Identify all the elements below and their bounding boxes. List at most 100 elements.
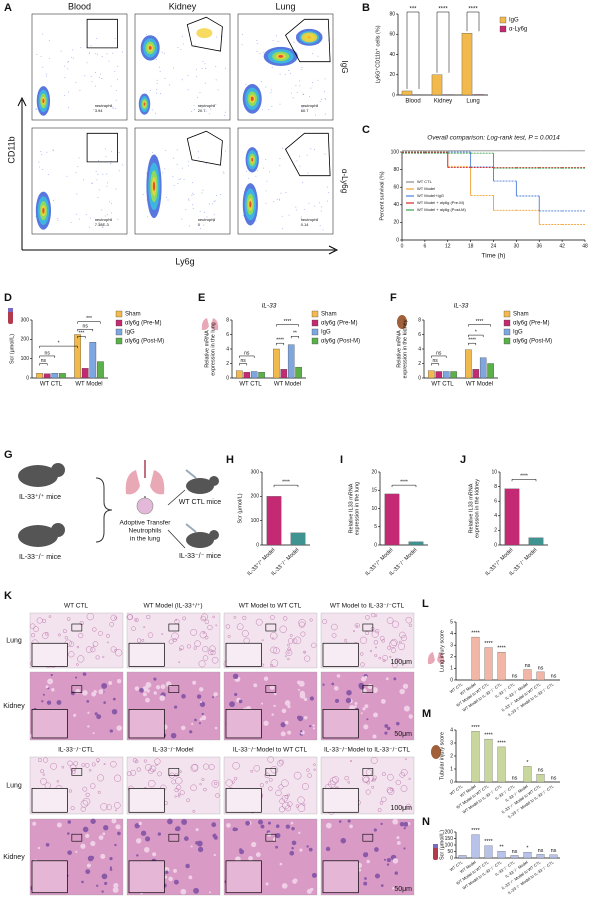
tissue-structure [95, 655, 100, 660]
panel-letter: E [198, 292, 205, 304]
tissue-structure [127, 614, 134, 620]
x-tick-label: Lung [466, 99, 479, 105]
tissue-structure [194, 718, 197, 722]
x-axis-title: Ly6g [175, 256, 194, 266]
event-dot [64, 77, 66, 79]
bar [250, 371, 258, 379]
chart-title: IL-33 [262, 303, 277, 310]
bar [89, 342, 97, 379]
y-tick-label: 60 [393, 185, 399, 191]
event-dot [47, 173, 49, 175]
tissue-structure [396, 836, 400, 840]
legend-swatch [115, 310, 123, 318]
y-tick-label: 4 [418, 346, 421, 352]
tissue-structure [374, 614, 378, 617]
event-dot [272, 39, 274, 41]
tissue-structure [338, 820, 342, 823]
event-dot [38, 161, 40, 163]
event-dot [46, 151, 48, 153]
tissue-structure [115, 809, 117, 812]
y-tick-label: 2 [226, 361, 229, 367]
mouse-icon [18, 525, 58, 547]
significance-label: ns [83, 324, 89, 330]
event-dot [208, 113, 210, 115]
significance-bracket [468, 324, 491, 327]
tissue-structure [45, 685, 49, 689]
y-tick-label: 0 [26, 375, 29, 381]
event-dot [107, 182, 109, 184]
event-dot [104, 148, 106, 150]
tissue-structure [114, 616, 118, 620]
tissue-structure [381, 638, 386, 643]
tissue-structure [112, 887, 119, 893]
tissue-structure [82, 786, 88, 792]
tissue-structure [312, 727, 316, 730]
gated-population [196, 28, 213, 39]
event-dot [205, 111, 207, 113]
tissue-structure [114, 649, 123, 657]
tissue-structure [322, 683, 325, 686]
tissue-structure [202, 655, 209, 661]
inset-box [362, 685, 374, 693]
tissue-structure [358, 868, 362, 872]
event-dot [98, 189, 100, 191]
event-dot [261, 81, 263, 83]
tissue-structure [403, 827, 406, 830]
panel-letter: B [362, 2, 370, 14]
tissue-structure [267, 832, 272, 837]
tissue-structure [199, 717, 203, 721]
tissue-structure [42, 693, 45, 696]
tissue-structure [202, 646, 209, 653]
event-dot [42, 168, 44, 170]
tissue-structure [359, 636, 368, 644]
event-dot [114, 107, 116, 109]
tissue-structure [56, 822, 62, 828]
event-dot [284, 74, 286, 76]
inset-image [128, 860, 165, 894]
event-dot [301, 66, 303, 68]
tissue-structure [102, 832, 106, 836]
tissue-structure [389, 655, 392, 658]
event-dot [154, 112, 156, 114]
event-dot [181, 167, 183, 169]
y-tick-label: 2 [418, 361, 421, 367]
event-dot [276, 199, 278, 201]
tissue-structure [91, 691, 97, 697]
panel-letter: I [340, 454, 343, 466]
tissue-structure [103, 701, 106, 704]
tissue-structure [177, 792, 181, 796]
panel-letter: G [4, 449, 13, 461]
y-axis-label: expression in the kidney [402, 319, 408, 378]
tissue-structure [408, 777, 411, 780]
tissue-structure [333, 685, 339, 691]
gate-name: neutrophil [301, 217, 319, 222]
tissue-structure [68, 651, 75, 658]
tissue-structure [68, 789, 73, 793]
event-dot [187, 165, 189, 167]
cell-dish-icon [136, 497, 154, 515]
event-dot [206, 216, 208, 218]
event-dot [167, 199, 169, 201]
event-dot [306, 154, 308, 156]
event-dot [289, 72, 291, 74]
tissue-structure [289, 850, 295, 856]
panel-letter: A [4, 2, 12, 14]
tissue-structure [135, 619, 138, 622]
y-tick-label: 1 [450, 666, 453, 672]
tissue-structure [313, 768, 316, 771]
tissue-structure [363, 881, 368, 886]
x-tick-label: 30 [514, 243, 520, 249]
significance-label: **** [400, 479, 408, 485]
event-dot [95, 170, 97, 172]
event-dot [191, 192, 193, 194]
density-blob [152, 181, 156, 192]
event-dot [90, 45, 92, 47]
bar [442, 371, 450, 379]
tissue-structure [96, 884, 99, 887]
x-tick-label: 0 [401, 243, 404, 249]
tissue-structure [281, 883, 288, 889]
tissue-structure [275, 824, 280, 829]
tissue-structure [267, 821, 271, 825]
bar [74, 334, 81, 379]
x-tick-label: Blood [405, 99, 420, 105]
